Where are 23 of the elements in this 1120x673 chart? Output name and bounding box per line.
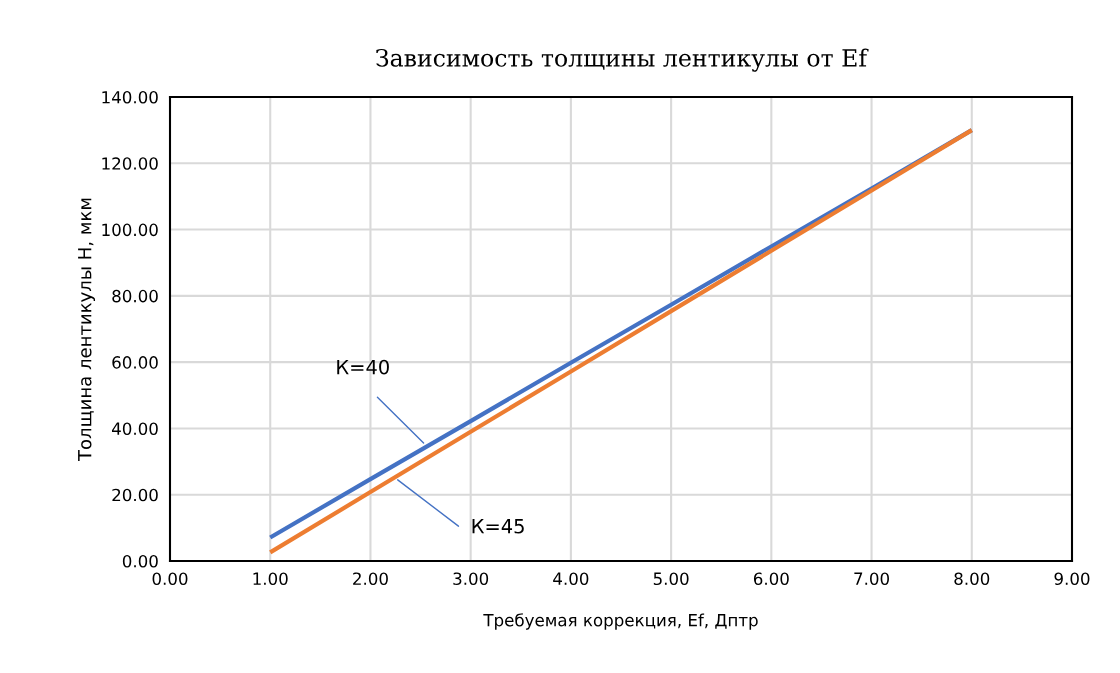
y-tick-label: 80.00 (112, 289, 158, 303)
x-tick-label: 1.00 (253, 572, 288, 586)
y-tick-label: 100.00 (102, 223, 158, 237)
y-tick-label: 60.00 (112, 356, 158, 369)
x-tick-label: 8.00 (954, 572, 990, 586)
y-tick-label: 140.00 (102, 90, 158, 104)
x-tick-label: 6.00 (753, 572, 789, 586)
y-tick-label: 40.00 (111, 422, 158, 435)
x-tick-label: 2.00 (353, 572, 388, 586)
y-tick-label: 20.00 (112, 488, 158, 502)
x-tick-label: 0.00 (152, 572, 188, 586)
x-tick-label: 7.00 (854, 572, 889, 586)
x-tick-label: 9.00 (1054, 572, 1090, 586)
x-tick-label: 4.00 (553, 572, 589, 586)
y-tick-label: 120.00 (102, 157, 158, 170)
x-tick-label: 3.00 (453, 572, 489, 586)
x-axis-title: Требуемая коррекция, Ef, Дптр (483, 613, 758, 630)
y-tick-label: 0.00 (122, 554, 158, 568)
chart-title: Зависимость толщины лентикулы от Ef (376, 48, 869, 72)
y-axis-title: Толщина лентикулы H, мкм (78, 198, 96, 462)
annotation: К=45 (472, 519, 524, 534)
x-tick-label: 5.00 (653, 572, 689, 586)
annotation: К=40 (337, 359, 389, 375)
